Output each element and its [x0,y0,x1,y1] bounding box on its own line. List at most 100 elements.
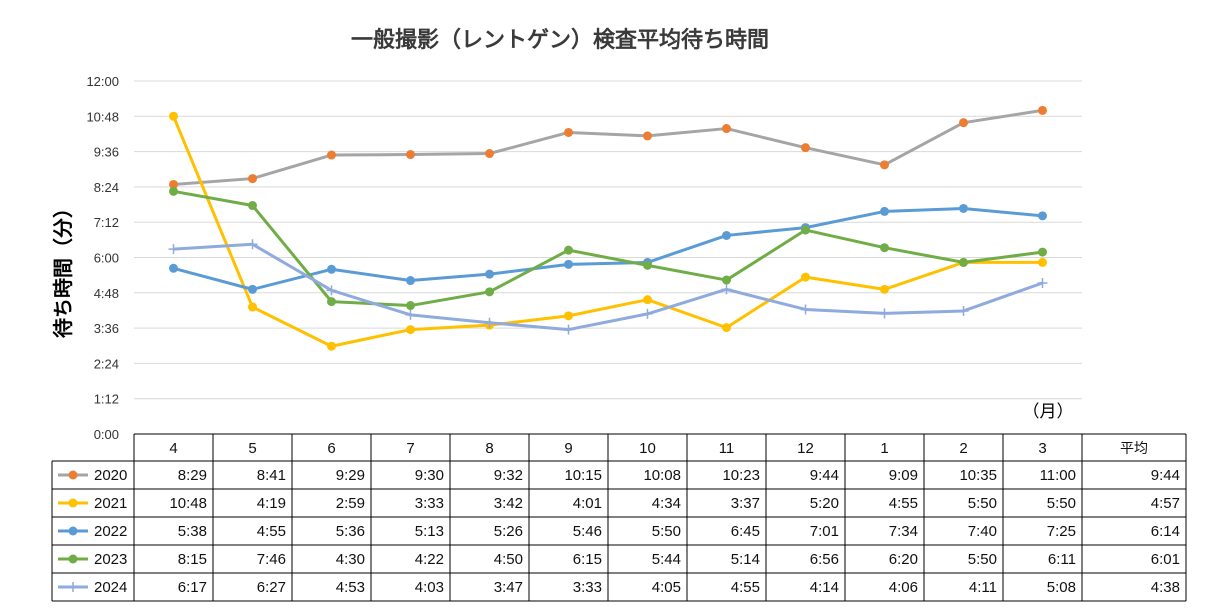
data-point [327,264,336,274]
x-category-label: 1 [880,440,888,457]
data-label: 10:35 [959,467,997,484]
data-label: 3:37 [731,495,760,512]
data-point [406,276,415,286]
x-category-label: 5 [248,440,256,457]
y-tick-label: 6:00 [94,251,119,266]
data-label: 4:34 [652,495,681,512]
data-point [327,150,336,160]
data-label: 5:36 [336,523,365,540]
data-label: 4:55 [889,495,918,512]
data-label: 6:27 [257,579,286,596]
data-label: 9:30 [415,467,444,484]
data-point [564,245,573,255]
series-line-2021 [172,115,1043,348]
data-point [880,206,889,216]
data-point [563,324,574,335]
y-tick-label: 7:12 [94,215,119,230]
average-value: 4:38 [1151,579,1180,596]
series-line-2022 [173,206,1043,291]
data-point [643,295,652,305]
y-tick-label: 12:00 [86,74,119,89]
data-point [801,272,810,282]
data-point [800,304,811,315]
data-label: 5:38 [178,523,207,540]
y-tick-label: 10:48 [86,109,119,124]
data-point [643,131,652,141]
data-point [721,284,732,295]
legend-entry: 2023 [94,551,127,568]
data-point [722,323,731,333]
data-label: 10:08 [643,467,681,484]
data-point [326,285,337,296]
data-point [722,275,731,285]
data-point [327,341,336,351]
average-header: 平均 [1120,441,1148,457]
data-label: 11:00 [1040,467,1076,484]
data-label: 7:34 [889,523,918,540]
data-label: 6:17 [178,579,207,596]
series-line-2020 [173,108,1043,186]
data-point [801,143,810,153]
average-value: 4:57 [1151,495,1180,512]
series-2020 [169,105,1047,189]
data-label: 4:55 [257,523,286,540]
data-label: 4:05 [652,579,681,596]
x-category-label: 2 [959,440,967,457]
data-point [169,179,178,189]
data-point [169,186,178,196]
data-point [327,297,336,307]
y-tick-label: 3:36 [94,321,119,336]
data-label: 4:19 [257,495,286,512]
data-label: 9:09 [889,467,918,484]
data-label: 2:59 [336,495,365,512]
data-point [564,311,573,321]
data-label: 7:01 [810,523,839,540]
data-point [564,127,573,137]
data-point [879,308,890,319]
data-point [247,239,258,250]
data-label: 7:46 [257,551,286,568]
data-label: 5:50 [968,495,997,512]
x-category-label: 6 [327,440,335,457]
data-point [1038,105,1047,115]
average-value: 6:01 [1151,551,1180,568]
data-point [248,302,257,312]
data-label: 5:20 [810,495,839,512]
data-label: 5:26 [494,523,523,540]
series-line-2023 [173,189,1043,308]
legend-marker [68,498,78,508]
series-lines [168,105,1048,351]
legend-entry: 2024 [94,579,127,596]
x-category-label: 8 [485,440,493,457]
x-category-label: 10 [639,440,656,457]
data-label: 8:15 [178,551,207,568]
data-label: 8:29 [178,467,207,484]
series-line-2024 [173,242,1044,332]
data-point [169,111,178,121]
data-label: 10:48 [169,495,207,512]
data-point [485,269,494,279]
data-label: 4:55 [731,579,760,596]
legend-entry: 2022 [94,523,127,540]
data-point [485,149,494,159]
y-axis-ticks: 0:00 1:12 2:24 3:36 4:48 6:00 7:12 8:24 9:36 10:4… [86,74,119,442]
data-label: 5:08 [1047,579,1076,596]
data-label: 9:44 [810,467,839,484]
x-category-label: 4 [169,440,177,457]
data-point [958,305,969,316]
y-tick-label: 0:00 [94,427,119,442]
x-category-label: 12 [797,440,814,457]
data-point [880,160,889,170]
legend-entry: 2020 [94,467,127,484]
data-label: 9:32 [494,467,523,484]
data-point [722,124,731,134]
x-axis-unit: （月） [1023,402,1074,422]
legend-marker [68,582,78,592]
x-category-label: 9 [564,440,572,457]
data-label: 4:22 [415,551,444,568]
series-2021 [169,111,1047,351]
data-point [406,325,415,335]
y-tick-label: 9:36 [94,145,119,160]
data-label: 3:42 [494,495,523,512]
data-point [405,309,416,320]
